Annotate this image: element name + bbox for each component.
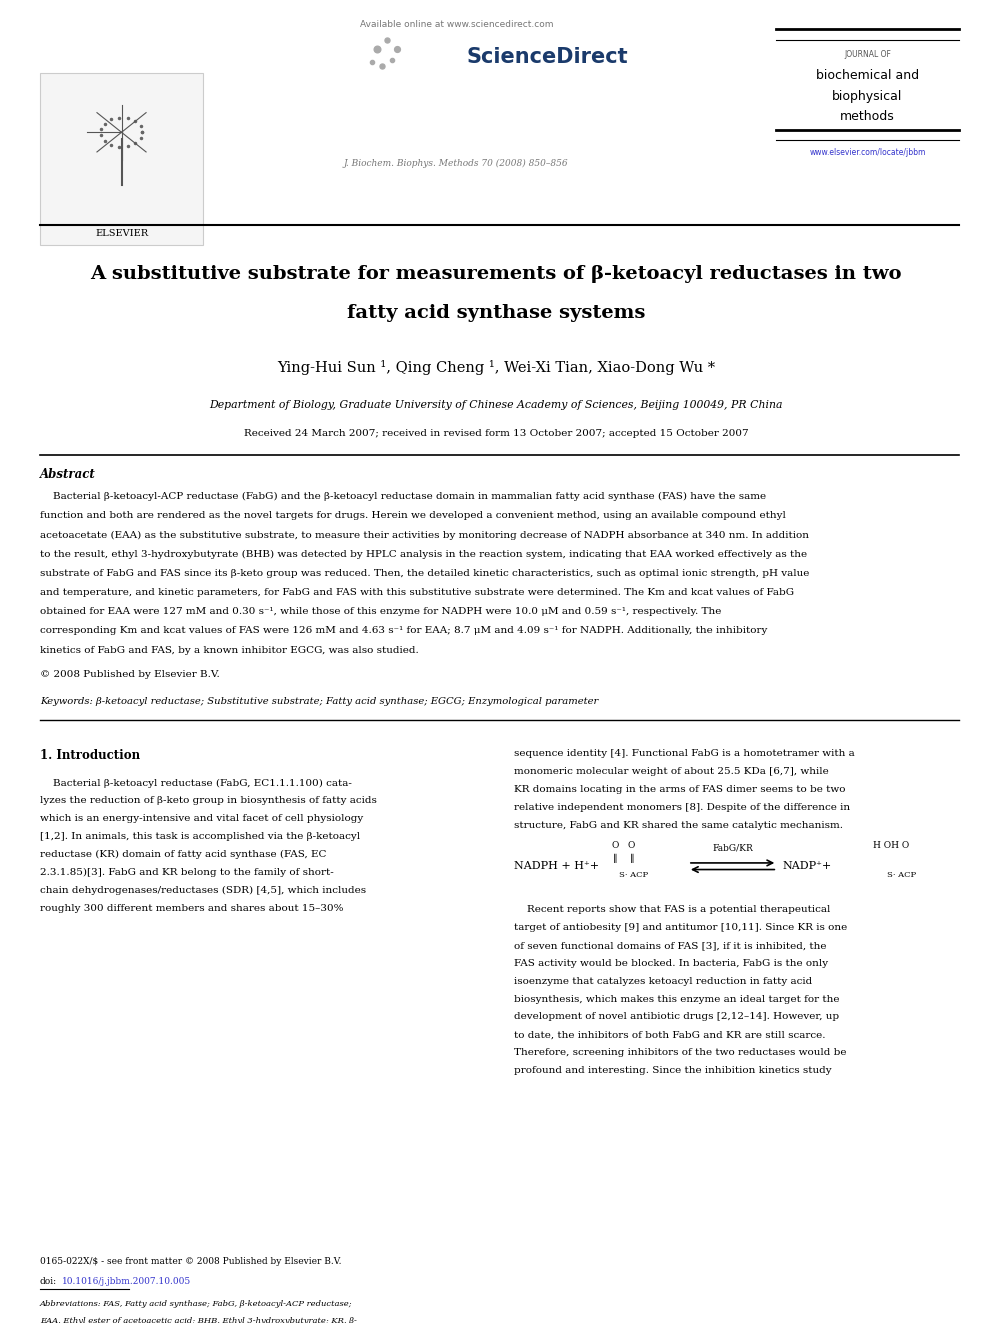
Text: Department of Biology, Graduate University of Chinese Academy of Sciences, Beiji: Department of Biology, Graduate Universi…: [209, 400, 783, 410]
Text: to the result, ethyl 3-hydroxybutyrate (BHB) was detected by HPLC analysis in th: to the result, ethyl 3-hydroxybutyrate (…: [40, 550, 806, 558]
Text: monomeric molecular weight of about 25.5 KDa [6,7], while: monomeric molecular weight of about 25.5…: [515, 767, 829, 777]
Text: sequence identity [4]. Functional FabG is a homotetramer with a: sequence identity [4]. Functional FabG i…: [515, 749, 855, 758]
Text: reductase (KR) domain of fatty acid synthase (FAS, EC: reductase (KR) domain of fatty acid synt…: [40, 849, 326, 859]
Text: target of antiobesity [9] and antitumor [10,11]. Since KR is one: target of antiobesity [9] and antitumor …: [515, 923, 847, 933]
Text: H OH O: H OH O: [873, 840, 910, 849]
Text: Abstract: Abstract: [40, 468, 95, 482]
Text: biophysical: biophysical: [832, 90, 903, 103]
Text: biochemical and: biochemical and: [816, 69, 919, 82]
Text: structure, FabG and KR shared the same catalytic mechanism.: structure, FabG and KR shared the same c…: [515, 820, 843, 830]
Text: Available online at www.sciencedirect.com: Available online at www.sciencedirect.co…: [359, 20, 554, 29]
Text: 10.1016/j.jbbm.2007.10.005: 10.1016/j.jbbm.2007.10.005: [62, 1277, 190, 1286]
Text: and temperature, and kinetic parameters, for FabG and FAS with this substitutive: and temperature, and kinetic parameters,…: [40, 587, 794, 597]
Text: substrate of FabG and FAS since its β-keto group was reduced. Then, the detailed: substrate of FabG and FAS since its β-ke…: [40, 569, 809, 578]
Text: FAS activity would be blocked. In bacteria, FabG is the only: FAS activity would be blocked. In bacter…: [515, 959, 828, 968]
Text: obtained for EAA were 127 mM and 0.30 s⁻¹, while those of this enzyme for NADPH : obtained for EAA were 127 mM and 0.30 s⁻…: [40, 607, 721, 617]
Text: www.elsevier.com/locate/jbbm: www.elsevier.com/locate/jbbm: [809, 148, 926, 157]
Text: ∥    ∥: ∥ ∥: [613, 855, 634, 864]
Text: Bacterial β-ketoacyl-ACP reductase (FabG) and the β-ketoacyl reductase domain in: Bacterial β-ketoacyl-ACP reductase (FabG…: [40, 492, 766, 501]
Text: ScienceDirect: ScienceDirect: [466, 46, 628, 67]
Text: biosynthesis, which makes this enzyme an ideal target for the: biosynthesis, which makes this enzyme an…: [515, 995, 840, 1004]
Text: Abbreviations: FAS, Fatty acid synthase; FabG, β-ketoacyl-ACP reductase;: Abbreviations: FAS, Fatty acid synthase;…: [40, 1299, 352, 1308]
Text: fatty acid synthase systems: fatty acid synthase systems: [347, 304, 645, 323]
Text: Ying-Hui Sun ¹, Qing Cheng ¹, Wei-Xi Tian, Xiao-Dong Wu *: Ying-Hui Sun ¹, Qing Cheng ¹, Wei-Xi Tia…: [277, 360, 715, 374]
Text: 1. Introduction: 1. Introduction: [40, 749, 140, 762]
Text: profound and interesting. Since the inhibition kinetics study: profound and interesting. Since the inhi…: [515, 1066, 832, 1076]
Text: EAA, Ethyl ester of acetoacetic acid; BHB, Ethyl 3-hydroxybutyrate; KR, β-: EAA, Ethyl ester of acetoacetic acid; BH…: [40, 1318, 356, 1323]
Text: S· ACP: S· ACP: [619, 871, 648, 878]
Text: S· ACP: S· ACP: [887, 871, 916, 878]
Text: Keywords: β-ketoacyl reductase; Substitutive substrate; Fatty acid synthase; EGC: Keywords: β-ketoacyl reductase; Substitu…: [40, 696, 598, 705]
Text: JOURNAL OF: JOURNAL OF: [844, 50, 891, 60]
Text: which is an energy-intensive and vital facet of cell physiology: which is an energy-intensive and vital f…: [40, 814, 363, 823]
Text: development of novel antibiotic drugs [2,12–14]. However, up: development of novel antibiotic drugs [2…: [515, 1012, 839, 1021]
Text: [1,2]. In animals, this task is accomplished via the β-ketoacyl: [1,2]. In animals, this task is accompli…: [40, 832, 360, 841]
Text: relative independent monomers [8]. Despite of the difference in: relative independent monomers [8]. Despi…: [515, 803, 850, 812]
Text: kinetics of FabG and FAS, by a known inhibitor EGCG, was also studied.: kinetics of FabG and FAS, by a known inh…: [40, 646, 419, 655]
Text: NADP⁺+: NADP⁺+: [783, 860, 831, 871]
Text: A substitutive substrate for measurements of β-ketoacyl reductases in two: A substitutive substrate for measurement…: [90, 265, 902, 283]
Text: to date, the inhibitors of both FabG and KR are still scarce.: to date, the inhibitors of both FabG and…: [515, 1031, 826, 1040]
Text: Bacterial β-ketoacyl reductase (FabG, EC1.1.1.100) cata-: Bacterial β-ketoacyl reductase (FabG, EC…: [40, 778, 351, 787]
Text: of seven functional domains of FAS [3], if it is inhibited, the: of seven functional domains of FAS [3], …: [515, 941, 827, 950]
Text: FabG/KR: FabG/KR: [712, 843, 753, 852]
Text: doi:: doi:: [40, 1277, 57, 1286]
Text: corresponding Km and kcat values of FAS were 126 mM and 4.63 s⁻¹ for EAA; 8.7 μM: corresponding Km and kcat values of FAS …: [40, 627, 767, 635]
Text: methods: methods: [840, 110, 895, 123]
Text: lyzes the reduction of β-keto group in biosynthesis of fatty acids: lyzes the reduction of β-keto group in b…: [40, 796, 377, 806]
Text: NADPH + H⁺+: NADPH + H⁺+: [515, 860, 599, 871]
FancyBboxPatch shape: [40, 73, 203, 245]
Text: Therefore, screening inhibitors of the two reductases would be: Therefore, screening inhibitors of the t…: [515, 1048, 847, 1057]
Text: Recent reports show that FAS is a potential therapeutical: Recent reports show that FAS is a potent…: [515, 905, 830, 914]
Text: © 2008 Published by Elsevier B.V.: © 2008 Published by Elsevier B.V.: [40, 671, 219, 679]
Text: roughly 300 different members and shares about 15–30%: roughly 300 different members and shares…: [40, 904, 343, 913]
Text: KR domains locating in the arms of FAS dimer seems to be two: KR domains locating in the arms of FAS d…: [515, 786, 846, 794]
Text: 0165-022X/$ - see front matter © 2008 Published by Elsevier B.V.: 0165-022X/$ - see front matter © 2008 Pu…: [40, 1257, 341, 1266]
Text: chain dehydrogenases/reductases (SDR) [4,5], which includes: chain dehydrogenases/reductases (SDR) [4…: [40, 886, 366, 894]
Text: function and both are rendered as the novel targets for drugs. Herein we develop: function and both are rendered as the no…: [40, 512, 786, 520]
Text: O   O: O O: [612, 840, 635, 849]
Text: acetoacetate (EAA) as the substitutive substrate, to measure their activities by: acetoacetate (EAA) as the substitutive s…: [40, 531, 808, 540]
Text: J. Biochem. Biophys. Methods 70 (2008) 850–856: J. Biochem. Biophys. Methods 70 (2008) 8…: [344, 159, 568, 168]
Text: Received 24 March 2007; received in revised form 13 October 2007; accepted 15 Oc: Received 24 March 2007; received in revi…: [244, 429, 748, 438]
Text: ELSEVIER: ELSEVIER: [95, 229, 148, 238]
Text: 2.3.1.85)[3]. FabG and KR belong to the family of short-: 2.3.1.85)[3]. FabG and KR belong to the …: [40, 868, 333, 877]
Text: isoenzyme that catalyzes ketoacyl reduction in fatty acid: isoenzyme that catalyzes ketoacyl reduct…: [515, 976, 812, 986]
